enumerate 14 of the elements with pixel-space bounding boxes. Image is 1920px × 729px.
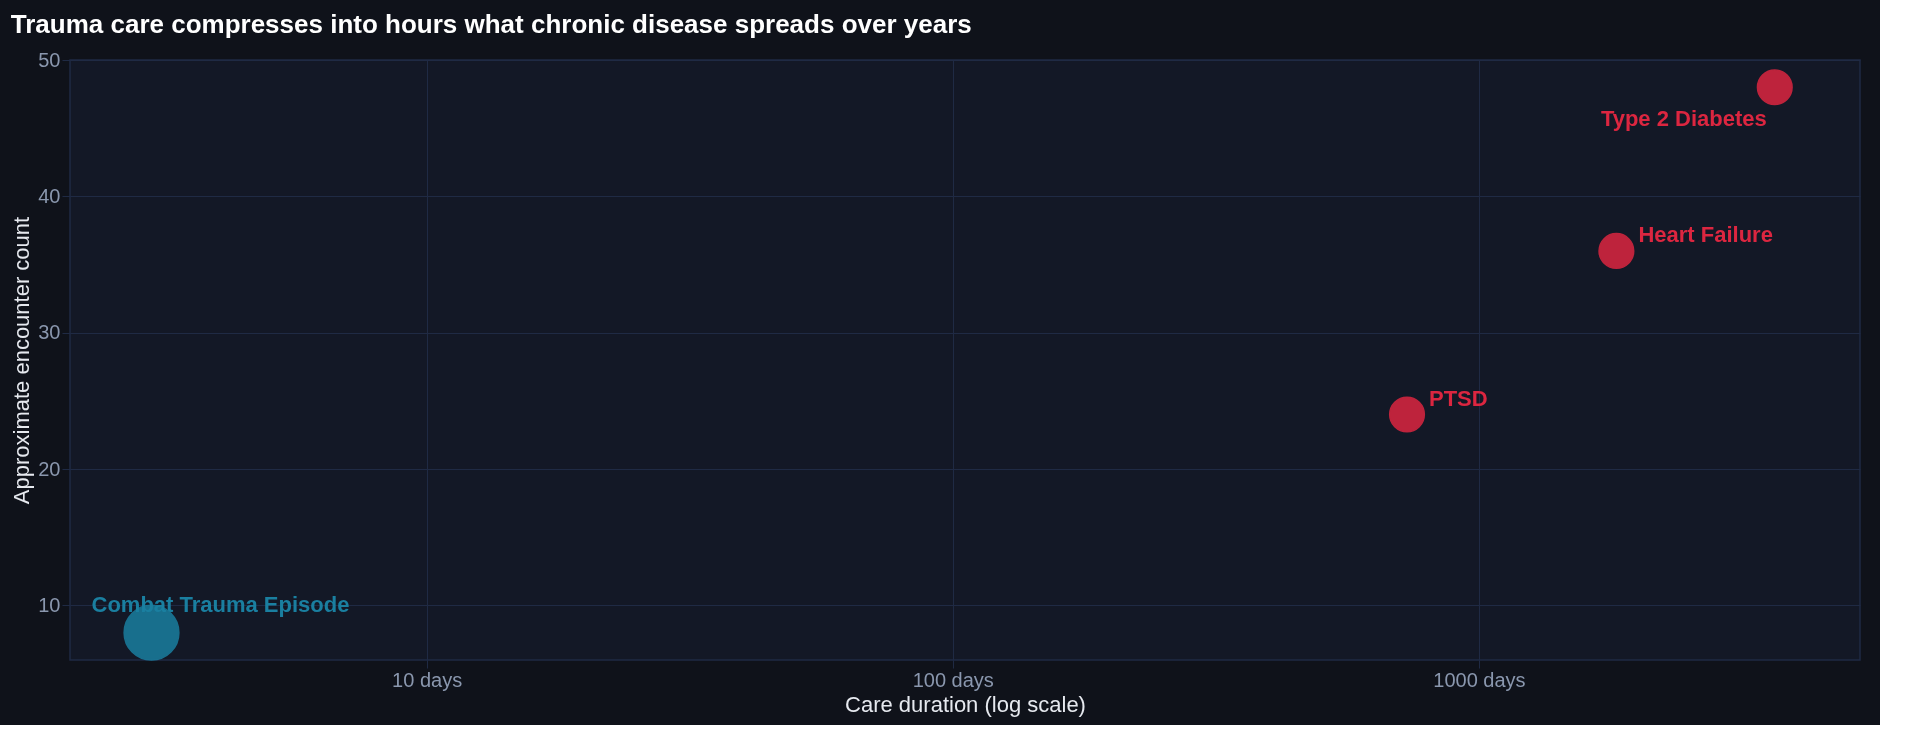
annotation: PTSD <box>1429 385 1488 411</box>
y-tick-label: 40 <box>38 184 61 207</box>
y-axis-title: Approximate encounter count <box>9 216 35 505</box>
y-tick-label: 20 <box>38 457 61 480</box>
x-tick-label: 10 days <box>392 668 463 691</box>
x-tick-label: 100 days <box>912 668 994 691</box>
chart-title: Trauma care compresses into hours what chronic disease spreads over years <box>10 9 972 39</box>
annotation: Type 2 Diabetes <box>1600 106 1767 132</box>
y-tick-label: 10 <box>38 593 61 616</box>
x-tick-label: 1000 days <box>1433 668 1526 691</box>
annotation: Heart Failure <box>1638 221 1773 247</box>
y-tick-label: 30 <box>38 321 61 344</box>
x-axis-title: Care duration (log scale) <box>845 691 1086 717</box>
y-tick-label: 50 <box>38 48 61 71</box>
